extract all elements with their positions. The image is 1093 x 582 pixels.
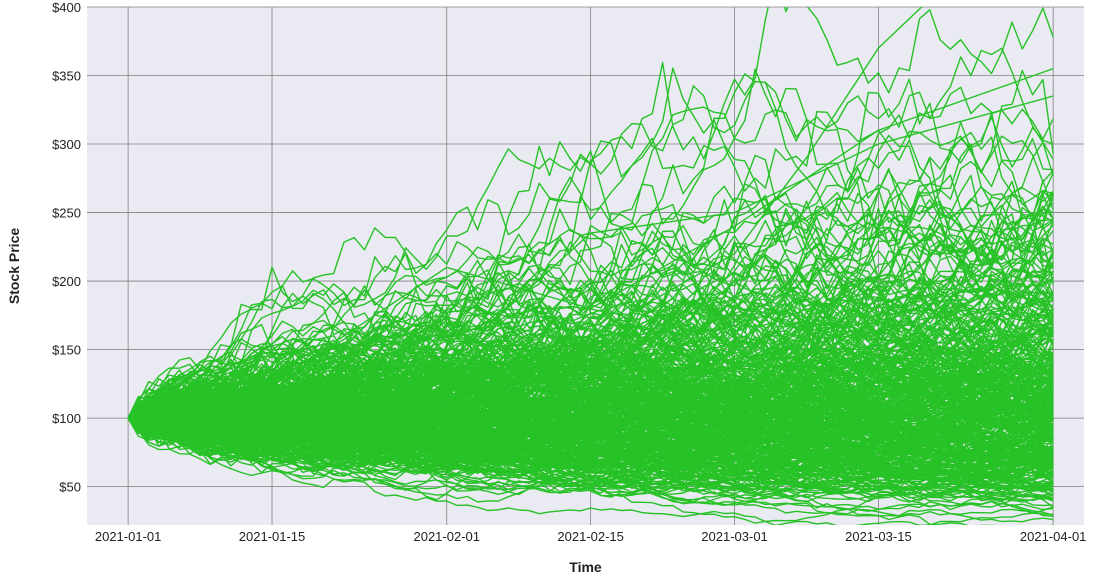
y-axis-title: Stock Price — [6, 228, 22, 304]
price-path-line — [127, 406, 1054, 479]
price-path-line — [128, 378, 1054, 439]
price-path-line — [127, 417, 1054, 479]
y-axis-ticks: $50 $100 $150 $200 $250 $300 $350 $400 — [52, 0, 81, 495]
series-line — [127, 68, 1054, 419]
price-path-line — [127, 259, 1054, 429]
price-path-line — [127, 7, 1054, 419]
price-path-line — [128, 291, 1054, 420]
price-path-line — [127, 399, 1054, 490]
price-path-line — [127, 377, 1054, 465]
price-path-line — [128, 311, 1054, 441]
x-tick-label: 2021-04-01 — [1020, 529, 1087, 544]
series-line — [128, 417, 1054, 491]
x-tick-label: 2021-03-01 — [701, 529, 768, 544]
price-path-line — [127, 405, 1054, 484]
price-path-line — [127, 335, 1054, 461]
x-tick-label: 2021-03-15 — [845, 529, 912, 544]
price-path-line — [127, 285, 1054, 424]
y-tick-label: $300 — [52, 137, 81, 152]
y-tick-label: $150 — [52, 343, 81, 358]
price-path-line — [127, 339, 1054, 449]
price-path-line — [128, 367, 1054, 446]
price-path-line — [127, 131, 1054, 444]
x-tick-label: 2021-02-15 — [557, 529, 624, 544]
price-path-line — [128, 315, 1054, 419]
y-tick-label: $400 — [52, 0, 81, 15]
x-axis-title: Time — [569, 559, 602, 575]
price-path-line — [127, 357, 1054, 419]
y-tick-label: $250 — [52, 206, 81, 221]
price-path-line — [128, 416, 1054, 508]
price-path-line — [127, 333, 1054, 429]
x-tick-label: 2021-01-15 — [239, 529, 306, 544]
series-line — [127, 7, 923, 419]
y-tick-label: $350 — [52, 69, 81, 84]
price-paths — [127, 7, 1054, 525]
y-tick-label: $200 — [52, 274, 81, 289]
price-path-line — [127, 210, 1054, 442]
price-path-line — [127, 353, 1054, 441]
x-tick-label: 2021-02-01 — [413, 529, 480, 544]
price-path-line — [127, 362, 1054, 469]
price-path-line — [127, 313, 1054, 438]
x-tick-label: 2021-01-01 — [95, 529, 162, 544]
price-path-line — [127, 67, 1054, 421]
price-path-line — [127, 330, 1054, 439]
y-tick-label: $50 — [59, 480, 81, 495]
price-path-line — [127, 86, 1054, 419]
price-path-line — [128, 270, 1054, 432]
price-path-line — [128, 414, 1054, 467]
series-line — [127, 417, 1054, 499]
price-path-line — [127, 385, 1054, 479]
price-path-line — [127, 384, 1054, 467]
price-path-line — [127, 367, 1054, 433]
price-path-line — [127, 352, 1054, 433]
price-path-line — [127, 392, 1054, 469]
series-line — [128, 95, 1054, 419]
x-axis-ticks: 2021-01-01 2021-01-15 2021-02-01 2021-02-15… — [95, 529, 1087, 544]
y-tick-label: $100 — [52, 411, 81, 426]
